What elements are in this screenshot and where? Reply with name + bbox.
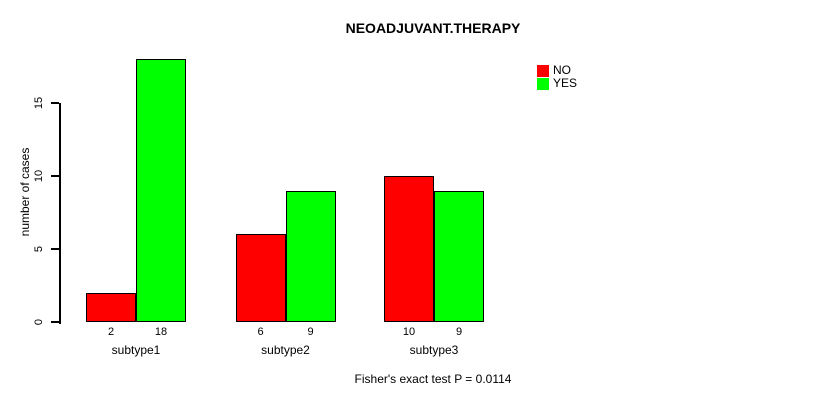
y-tick-label: 10	[33, 169, 45, 183]
bar-value-label: 2	[107, 326, 115, 338]
y-tick-mark	[51, 321, 59, 323]
y-tick-label: 5	[33, 245, 45, 253]
category-label: subtype1	[111, 343, 161, 357]
legend-item-yes: YES	[537, 77, 577, 90]
chart-title: NEOADJUVANT.THERAPY	[345, 20, 521, 36]
bar	[434, 190, 484, 322]
y-tick-mark	[51, 248, 59, 250]
y-tick-mark	[51, 175, 59, 177]
bar	[235, 234, 286, 322]
category-label: subtype2	[261, 343, 310, 357]
y-tick-label: 15	[33, 96, 45, 110]
bar-value-label: 9	[455, 326, 463, 338]
y-axis-label: number of cases	[18, 147, 32, 237]
category-label: subtype3	[409, 343, 459, 357]
legend: NO YES	[537, 64, 577, 90]
legend-swatch-icon	[537, 64, 549, 77]
legend-label: YES	[553, 76, 578, 90]
bar	[86, 292, 136, 322]
y-tick-label: 0	[33, 318, 45, 326]
y-axis-line	[59, 103, 61, 324]
annotation-text: Fisher's exact test P = 0.0114	[354, 372, 512, 386]
legend-label: NO	[553, 63, 571, 77]
legend-swatch-icon	[537, 77, 549, 90]
bar	[136, 59, 186, 322]
bar-value-label: 18	[154, 326, 168, 338]
bar-value-label: 9	[307, 326, 314, 338]
legend-item-no: NO	[537, 64, 577, 77]
bar	[384, 176, 434, 322]
y-tick-mark	[51, 102, 59, 104]
bar-value-label: 6	[257, 326, 264, 338]
bar	[285, 190, 336, 322]
bar-value-label: 10	[402, 326, 416, 338]
